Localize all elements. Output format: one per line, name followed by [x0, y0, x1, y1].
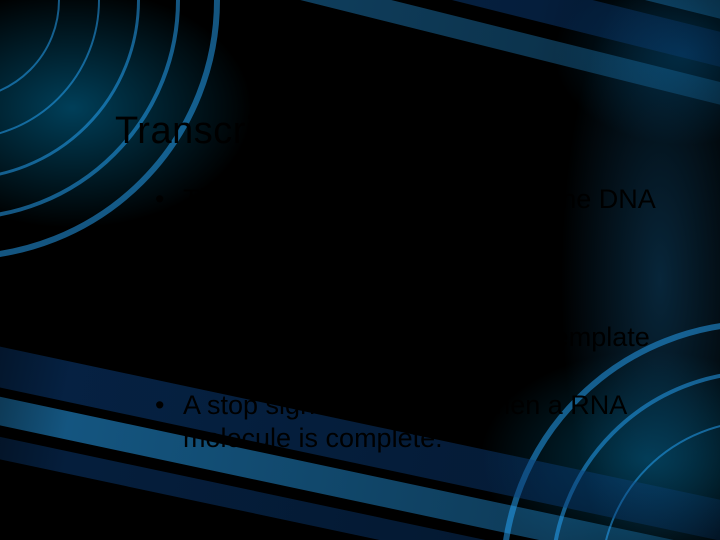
- slide-title: Transcription: [115, 110, 660, 153]
- list-item: The DNA strands separate.: [155, 286, 660, 319]
- list-item: Occurs in the nucleus.: [155, 251, 660, 284]
- list-item: One strand of DNA is used as template fo…: [155, 321, 660, 387]
- list-item: The process of copying part of the DNA t…: [155, 183, 660, 249]
- bullet-list: The process of copying part of the DNA t…: [115, 183, 660, 455]
- list-item: A stop signal is reached when a RNA mole…: [155, 389, 660, 455]
- slide-content: Transcription The process of copying par…: [0, 0, 720, 540]
